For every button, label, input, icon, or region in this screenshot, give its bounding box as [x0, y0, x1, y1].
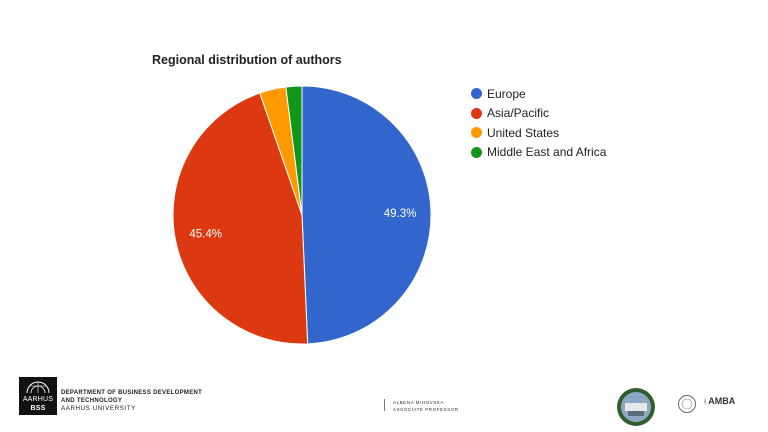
association-badge-icon	[678, 395, 696, 413]
legend-label-middle-east-africa: Middle East and Africa	[487, 145, 607, 160]
legend-item-europe: Europe	[471, 84, 606, 104]
pie-slice-europe	[301, 85, 432, 345]
footer-divider	[384, 399, 385, 411]
legend-item-middle-east-africa: Middle East and Africa	[471, 143, 606, 163]
presenter-name: ALBENA MIHOVSKA	[393, 400, 444, 405]
legend-label-europe: Europe	[487, 86, 526, 101]
department-info: DEPARTMENT OF BUSINESS DEVELOPMENT AND T…	[61, 389, 202, 413]
department-name-line1: DEPARTMENT OF BUSINESS DEVELOPMENT	[61, 390, 203, 396]
legend-swatch-middle-east-africa	[471, 146, 482, 158]
logo-emblem-icon	[26, 381, 50, 394]
amba-text: AMBA	[708, 396, 736, 406]
legend-swatch-united-states	[471, 127, 482, 139]
slide-footer: AARHUS BSS DEPARTMENT OF BUSINESS DEVELO…	[0, 370, 768, 432]
legend-item-asia-pacific: Asia/Pacific	[471, 104, 606, 124]
legend-label-asia-pacific: Asia/Pacific	[487, 106, 550, 121]
legend-swatch-europe	[471, 88, 482, 100]
logo-text-bottom: BSS	[30, 405, 46, 412]
department-name-line2: AND TECHNOLOGY	[61, 398, 123, 404]
data-label-europe: 49.3%	[384, 208, 417, 220]
pie-chart: 49.3% 45.4%	[172, 85, 432, 345]
amba-accreditation-logo: ⟊ AMBA	[704, 396, 735, 407]
pie-slice-asia-pacific	[172, 92, 309, 345]
data-label-asia-pacific: 45.4%	[189, 228, 222, 240]
logo-text-top: AARHUS	[22, 396, 54, 403]
pie-slice-middle-east-and-africa	[285, 85, 303, 216]
legend-label-united-states: United States	[487, 125, 560, 140]
amba-mark-icon: ⟊	[704, 397, 707, 406]
university-name: AARHUS UNIVERSITY	[61, 405, 136, 412]
chart-title: Regional distribution of authors	[152, 53, 342, 67]
chart-legend: Europe Asia/Pacific United States Middle…	[471, 84, 606, 162]
accreditation-seal-icon	[617, 388, 655, 426]
legend-swatch-asia-pacific	[471, 107, 482, 119]
aarhus-bss-logo: AARHUS BSS	[19, 377, 57, 415]
presenter-title: ASSOCIATE PROFESSOR	[393, 407, 459, 412]
presenter-info: ALBENA MIHOVSKA ASSOCIATE PROFESSOR	[393, 399, 459, 413]
legend-item-united-states: United States	[471, 123, 606, 143]
